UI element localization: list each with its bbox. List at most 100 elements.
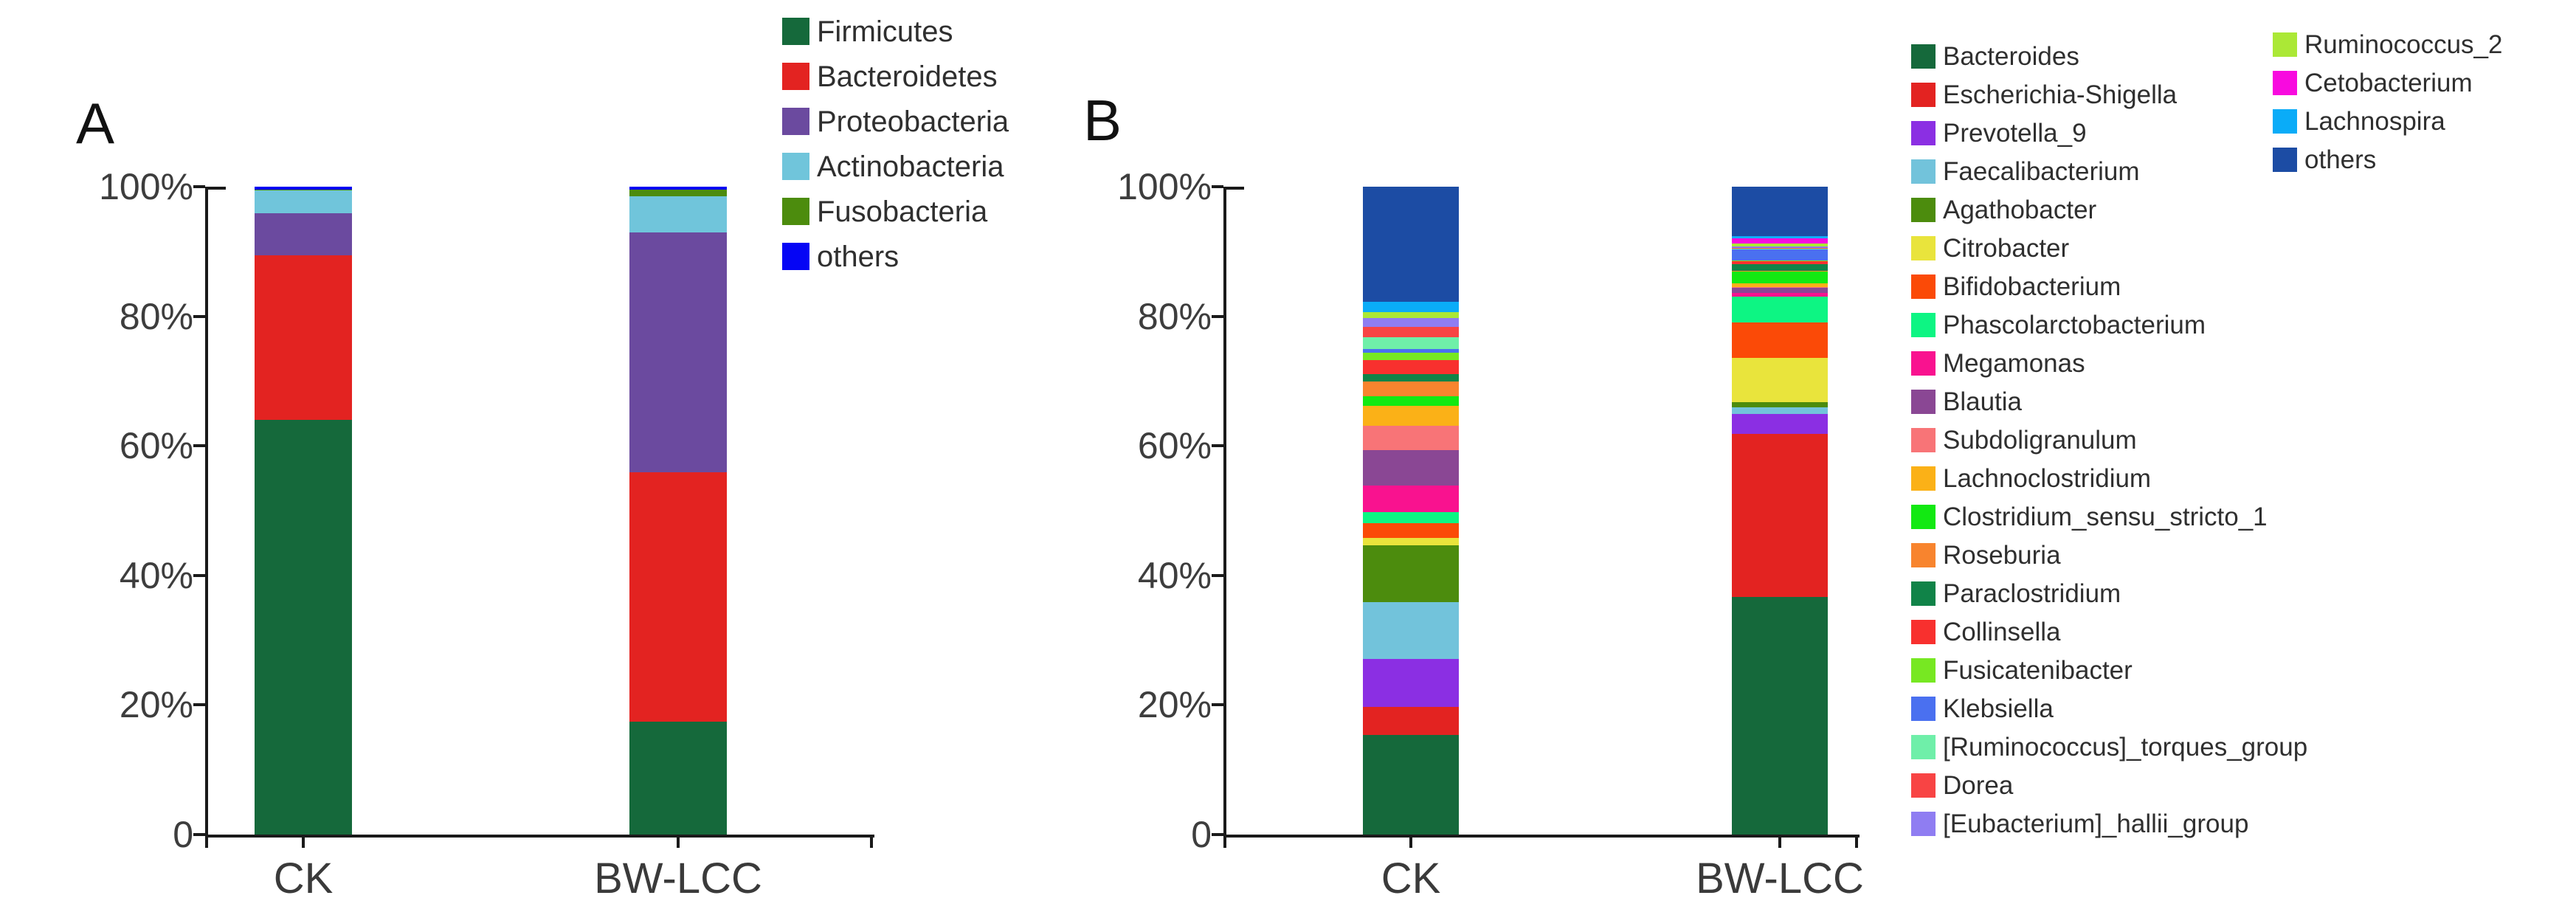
- legend-label: Clostridium_sensu_stricto_1: [1943, 503, 2268, 531]
- legend-label: Collinsella: [1943, 618, 2061, 646]
- bar-segment: [1363, 522, 1459, 538]
- bar-segment: [1363, 450, 1459, 486]
- y-axis: [1223, 187, 1226, 838]
- legend-item: Collinsella: [1911, 618, 2061, 646]
- legend-item: Clostridium_sensu_stricto_1: [1911, 503, 2268, 531]
- legend-item: Lachnoclostridium: [1911, 466, 2151, 491]
- legend-label: Paraclostridium: [1943, 579, 2121, 608]
- legend-swatch: [1911, 121, 1936, 145]
- legend-label: Fusobacteria: [817, 195, 988, 228]
- legend-item: Megamonas: [1911, 351, 2085, 376]
- bar-segment: [1732, 434, 1828, 597]
- stacked-bar-ck: [1363, 187, 1459, 835]
- y-axis-tick-label: 0: [1191, 814, 1212, 855]
- legend-item: Escherichia-Shigella: [1911, 82, 2177, 108]
- bar-segment: [1363, 396, 1459, 406]
- bar-segment: [1732, 283, 1828, 288]
- y-axis-tick-label: 40%: [1137, 554, 1212, 596]
- legend-swatch: [1911, 773, 1936, 798]
- legend-label: Cetobacterium: [2304, 69, 2473, 97]
- y-axis-tick-label: 20%: [1137, 684, 1212, 726]
- legend-item: [Eubacterium]_hallii_group: [1911, 811, 2248, 837]
- legend-label: Citrobacter: [1943, 234, 2070, 263]
- bar-segment: [1732, 264, 1828, 272]
- legend-swatch: [2273, 109, 2297, 134]
- bar-segment: [1732, 260, 1828, 262]
- legend-swatch: [1911, 236, 1936, 260]
- legend-item: Agathobacter: [1911, 196, 2097, 224]
- legend-swatch: [1911, 351, 1936, 376]
- category-label: BW-LCC: [1696, 854, 1864, 902]
- x-axis-tick: [1409, 838, 1412, 848]
- bar-segment: [1363, 187, 1459, 302]
- legend-label: [Ruminococcus]_torques_group: [1943, 733, 2308, 762]
- legend-swatch: [782, 153, 809, 180]
- bar-segment: [1363, 311, 1459, 313]
- y-axis-tick: [193, 444, 205, 448]
- x-axis-tick: [677, 838, 680, 848]
- bar-segment: [1363, 545, 1459, 602]
- category-label: CK: [1381, 854, 1441, 902]
- x-axis-tick: [302, 838, 305, 848]
- legend-swatch: [1911, 274, 1936, 299]
- legend-label: Subdoligranulum: [1943, 426, 2137, 455]
- bar-segment: [1363, 485, 1459, 512]
- bar-segment: [255, 420, 352, 835]
- bar-segment: [1732, 238, 1828, 244]
- bar-segment: [1732, 247, 1828, 249]
- legend-swatch: [782, 63, 809, 90]
- legend-swatch: [2273, 32, 2297, 57]
- legend-label: Dorea: [1943, 771, 2014, 800]
- bar-segment: [1732, 297, 1828, 323]
- bar-segment: [629, 232, 727, 473]
- bar-segment: [1363, 659, 1459, 708]
- y-axis: [205, 187, 208, 838]
- bar-segment: [1363, 734, 1459, 835]
- legend-swatch: [1911, 543, 1936, 567]
- legend-swatch: [1911, 428, 1936, 452]
- legend-item: Phascolarctobacterium: [1911, 311, 2206, 339]
- bar-segment: [1363, 381, 1459, 396]
- y-axis-tick: [193, 703, 205, 707]
- legend-item: Fusobacteria: [782, 195, 988, 228]
- bar-segment: [255, 255, 352, 421]
- bar-segment: [1363, 312, 1459, 319]
- legend-label: Prevotella_9: [1943, 119, 2087, 148]
- y-axis-tick: [1212, 314, 1223, 318]
- y-axis-top-cap: [205, 187, 226, 190]
- y-axis-tick-label: 60%: [1137, 425, 1212, 467]
- legend-label: Phascolarctobacterium: [1943, 311, 2206, 339]
- legend-item: Lachnospira: [2273, 107, 2445, 136]
- bar-segment: [1732, 414, 1828, 435]
- legend-label: Lachnospira: [2304, 107, 2445, 136]
- legend-label: Lachnoclostridium: [1943, 464, 2152, 493]
- y-axis-tick: [193, 833, 205, 836]
- y-axis-tick-label: 80%: [119, 295, 193, 337]
- bar-segment: [1363, 352, 1459, 360]
- bar-segment: [1732, 293, 1828, 297]
- bar-segment: [1363, 405, 1459, 427]
- x-axis: [1223, 835, 1860, 838]
- y-axis-tick: [1212, 185, 1223, 188]
- legend-item: Klebsiella: [1911, 696, 2054, 722]
- legend-swatch: [1911, 658, 1936, 683]
- y-axis-tick: [1212, 833, 1223, 836]
- stacked-bar-ck: [255, 187, 352, 835]
- bar-segment: [1732, 288, 1828, 294]
- bar-segment: [1363, 326, 1459, 337]
- stacked-bar-bw-lcc: [629, 187, 727, 835]
- legend-swatch: [1911, 581, 1936, 606]
- legend-item: Paraclostridium: [1911, 579, 2121, 608]
- legend-item: [Ruminococcus]_torques_group: [1911, 733, 2308, 762]
- x-axis: [205, 835, 874, 838]
- legend-label: Bacteroides: [1943, 42, 2079, 71]
- bar-segment: [255, 213, 352, 256]
- legend-swatch: [2273, 71, 2297, 95]
- panel-b-letter: B: [1083, 88, 1123, 153]
- legend-item: Bacteroidetes: [782, 62, 998, 92]
- legend-label: Agathobacter: [1943, 196, 2097, 224]
- legend-swatch: [1911, 313, 1936, 337]
- bar-segment: [1732, 244, 1828, 246]
- bar-segment: [1732, 249, 1828, 261]
- y-axis-tick-label: 20%: [119, 684, 193, 726]
